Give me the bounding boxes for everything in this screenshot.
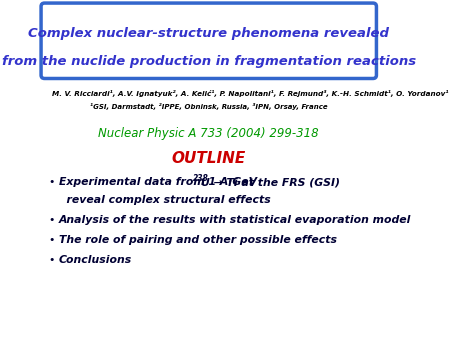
Text: •: • <box>48 177 54 187</box>
Text: M. V. Ricciardi¹, A.V. Ignatyuk², A. Kelić¹, P. Napolitani¹, F. Rejmund³, K.-H. : M. V. Ricciardi¹, A.V. Ignatyuk², A. Kel… <box>52 90 448 97</box>
Text: U → Ti at the FRS (GSI): U → Ti at the FRS (GSI) <box>201 177 340 187</box>
Text: from the nuclide production in fragmentation reactions: from the nuclide production in fragmenta… <box>2 55 416 68</box>
Text: ¹GSI, Darmstadt, ²IPPE, Obninsk, Russia, ³IPN, Orsay, France: ¹GSI, Darmstadt, ²IPPE, Obninsk, Russia,… <box>90 103 328 111</box>
Text: 238: 238 <box>193 173 209 183</box>
Text: Analysis of the results with statistical evaporation model: Analysis of the results with statistical… <box>58 215 411 225</box>
Text: Experimental data from 1 A·GeV: Experimental data from 1 A·GeV <box>58 177 260 187</box>
Text: OUTLINE: OUTLINE <box>171 151 246 166</box>
Text: Conclusions: Conclusions <box>58 255 132 265</box>
Text: •: • <box>48 235 54 245</box>
Text: reveal complex structural effects: reveal complex structural effects <box>58 195 270 205</box>
Text: The role of pairing and other possible effects: The role of pairing and other possible e… <box>58 235 337 245</box>
Text: •: • <box>48 255 54 265</box>
FancyBboxPatch shape <box>41 3 377 78</box>
Text: Complex nuclear-structure phenomena revealed: Complex nuclear-structure phenomena reve… <box>28 27 389 40</box>
Text: •: • <box>48 215 54 225</box>
Text: Nuclear Physic A 733 (2004) 299-318: Nuclear Physic A 733 (2004) 299-318 <box>99 127 319 140</box>
